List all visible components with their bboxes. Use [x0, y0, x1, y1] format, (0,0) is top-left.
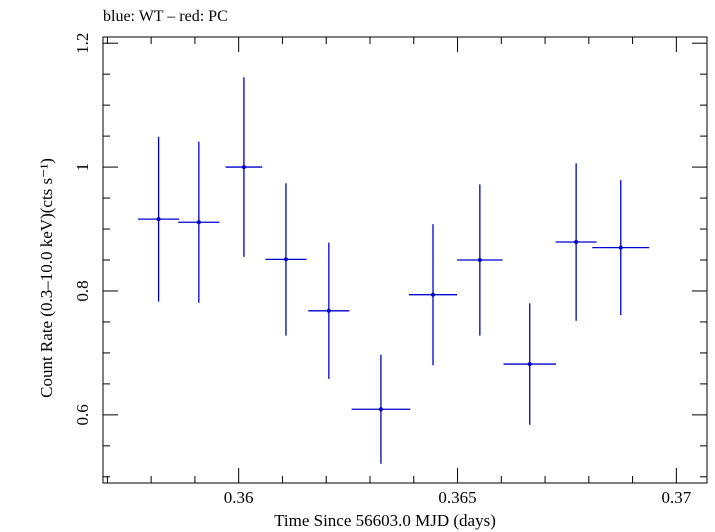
point-marker [196, 220, 201, 225]
point-marker [527, 362, 532, 367]
data-point [592, 180, 650, 316]
axis-ticks [103, 37, 707, 483]
data-point [225, 77, 263, 257]
y-tick-label: 1 [73, 163, 92, 172]
data-points [138, 77, 650, 464]
point-marker [477, 258, 482, 262]
x-tick-label: 0.365 [438, 488, 476, 507]
x-tick-label: 0.37 [661, 488, 691, 507]
x-axis-label: Time Since 56603.0 MJD (days) [274, 511, 496, 530]
y-tick-label: 0.6 [73, 404, 92, 425]
y-tick-label: 1.2 [73, 33, 92, 54]
point-marker [241, 165, 246, 170]
data-point [503, 303, 556, 425]
data-point [408, 224, 458, 366]
data-point [138, 136, 180, 302]
data-point [351, 354, 411, 464]
data-point [178, 141, 220, 303]
chart-title: blue: WT – red: PC [103, 8, 228, 25]
y-tick-labels: 0.6 0.8 1 1.2 [73, 33, 92, 426]
x-tick-label: 0.36 [224, 488, 254, 507]
data-point [265, 183, 307, 336]
point-marker [618, 245, 623, 250]
data-point [555, 163, 597, 321]
point-marker [156, 217, 161, 222]
point-marker [431, 292, 436, 297]
point-marker [283, 257, 288, 262]
x-tick-labels: 0.36 0.365 0.37 [224, 488, 692, 507]
data-point [457, 184, 503, 336]
data-point [308, 242, 350, 379]
point-marker [326, 308, 331, 313]
point-marker [574, 240, 579, 245]
y-tick-label: 0.8 [73, 280, 92, 301]
y-axis-label: Count Rate (0.3–10.0 keV)(cts s⁻¹) [37, 158, 56, 398]
point-marker [378, 407, 383, 412]
plot-frame [102, 36, 708, 484]
